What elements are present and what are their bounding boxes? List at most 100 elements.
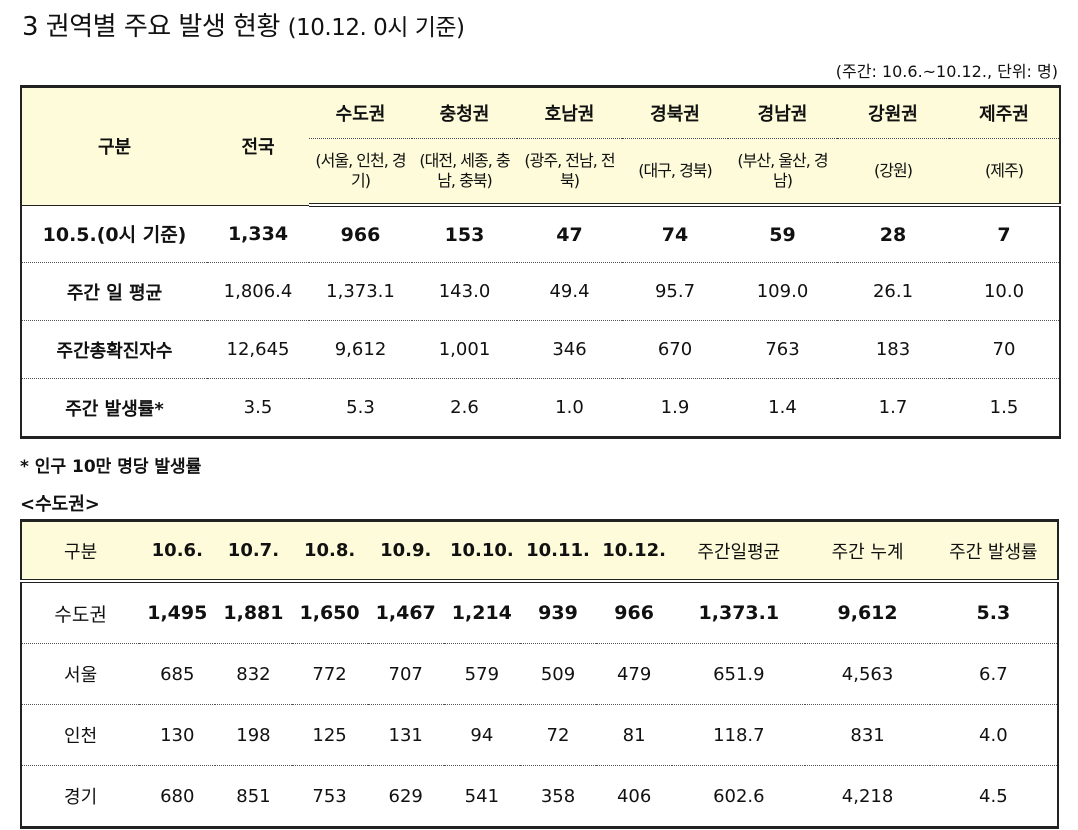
table-cell: 1,881 <box>223 602 284 624</box>
capital-header-row: 구분 10.6. 10.7. 10.8. 10.9. 10.10. 10.11.… <box>21 520 1058 583</box>
table-cell: 406 <box>596 765 673 828</box>
table-cell: 118.7 <box>672 704 806 766</box>
unit-note: (주간: 10.6.~10.12., 단위: 명) <box>835 62 1058 81</box>
table-cell: 685 <box>139 643 216 705</box>
region-header: 호남권 <box>517 86 622 139</box>
region-subheader: (강원) <box>837 138 949 207</box>
page-title: 3 권역별 주요 발생 현황 (10.12. 0시 기준) <box>22 6 465 43</box>
table-row: 10.5.(0시 기준) 1,334 966 153 47 74 59 28 7 <box>21 204 1060 263</box>
region-header: 제주권 <box>949 86 1060 139</box>
table-row: 서울 685 832 772 707 579 509 479 651.9 4,5… <box>21 643 1058 705</box>
table-cell: 753 <box>291 765 368 828</box>
table-cell: 81 <box>596 704 673 766</box>
column-header: 주간 누계 <box>805 520 930 583</box>
table-cell: 1.7 <box>837 378 949 438</box>
table-cell: 966 <box>309 204 412 263</box>
table-cell: 1,650 <box>299 602 360 624</box>
table-cell: 6.7 <box>929 643 1058 705</box>
table-cell: 509 <box>519 643 597 705</box>
region-subheader: (서울, 인천, 경기) <box>309 138 412 207</box>
table-cell: 4.5 <box>929 765 1058 828</box>
table-row: 주간 일 평균 1,806.4 1,373.1 143.0 49.4 95.7 … <box>21 262 1060 321</box>
table-cell: 851 <box>215 765 292 828</box>
table-cell: 3.5 <box>207 378 309 438</box>
table-cell: 629 <box>367 765 444 828</box>
title-text: 3 권역별 주요 발생 현황 <box>22 12 280 42</box>
table-cell: 1,334 <box>207 204 309 263</box>
regional-subheader-row: (서울, 인천, 경기) (대전, 세종, 충남, 충북) (광주, 전남, 전… <box>21 138 1060 207</box>
table-cell: 59 <box>728 204 837 263</box>
table-cell: 28 <box>837 204 949 263</box>
table-cell: 4,218 <box>805 765 930 828</box>
table-cell: 4.0 <box>929 704 1058 766</box>
total-header: 전국 <box>207 86 309 205</box>
table-cell: 832 <box>215 643 292 705</box>
region-subheader: (광주, 전남, 전북) <box>517 138 622 207</box>
table-cell: 9,612 <box>837 602 898 624</box>
table-cell: 153 <box>412 204 517 263</box>
table-cell: 125 <box>291 704 368 766</box>
table-row: 주간 발생률* 3.5 5.3 2.6 1.0 1.9 1.4 1.7 1.5 <box>21 378 1060 438</box>
table-cell: 5.3 <box>976 602 1011 624</box>
region-header: 경북권 <box>622 86 728 139</box>
table-cell: 131 <box>367 704 444 766</box>
footnote: * 인구 10만 명당 발생률 <box>20 457 202 477</box>
table-cell: 47 <box>517 204 622 263</box>
region-subheader: (대전, 세종, 충남, 충북) <box>412 138 517 207</box>
table-cell: 1.5 <box>949 378 1060 438</box>
table-cell: 143.0 <box>412 262 517 321</box>
table-cell: 49.4 <box>517 262 622 321</box>
table-cell: 95.7 <box>622 262 728 321</box>
table-cell: 651.9 <box>672 643 806 705</box>
row-label: 서울 <box>21 643 140 705</box>
table-cell: 670 <box>622 320 728 379</box>
region-header: 수도권 <box>309 86 412 139</box>
column-header: 구분 <box>21 520 140 583</box>
table-cell: 1,495 <box>147 602 208 624</box>
table-cell: 680 <box>139 765 216 828</box>
region-header: 경남권 <box>728 86 837 139</box>
table-cell: 1,214 <box>451 602 512 624</box>
table-cell: 1,373.1 <box>309 262 412 321</box>
column-header: 10.12. <box>596 520 673 583</box>
region-subheader: (제주) <box>949 138 1060 207</box>
regional-table: 구분 전국 수도권 충청권 호남권 경북권 경남권 강원권 제주권 (서울, 인… <box>20 85 1061 439</box>
table-cell: 939 <box>538 602 578 624</box>
region-subheader: (부산, 울산, 경남) <box>728 138 837 207</box>
title-date: (10.12. 0시 기준) <box>287 15 465 41</box>
row-label: 경기 <box>21 765 140 828</box>
table-cell: 109.0 <box>728 262 837 321</box>
table-cell: 358 <box>519 765 597 828</box>
region-header: 강원권 <box>837 86 949 139</box>
table-cell: 10.0 <box>949 262 1060 321</box>
regional-header-row: 구분 전국 수도권 충청권 호남권 경북권 경남권 강원권 제주권 <box>21 86 1060 205</box>
table-cell: 7 <box>949 204 1060 263</box>
table-cell: 1,806.4 <box>207 262 309 321</box>
table-cell: 346 <box>517 320 622 379</box>
table-cell: 541 <box>443 765 520 828</box>
row-label: 10.5.(0시 기준) <box>21 204 207 263</box>
row-label: 인천 <box>21 704 140 766</box>
capital-table: 구분 10.6. 10.7. 10.8. 10.9. 10.10. 10.11.… <box>20 519 1059 829</box>
table-cell: 12,645 <box>207 320 309 379</box>
column-header: 10.8. <box>291 520 368 583</box>
section-title: <수도권> <box>20 494 100 515</box>
table-cell: 9,612 <box>309 320 412 379</box>
table-cell: 1,467 <box>375 602 436 624</box>
table-cell: 183 <box>837 320 949 379</box>
table-cell: 5.3 <box>309 378 412 438</box>
column-header: 주간일평균 <box>672 520 806 583</box>
table-cell: 707 <box>367 643 444 705</box>
table-cell: 966 <box>614 602 654 624</box>
table-row: 수도권 1,495 1,881 1,650 1,467 1,214 939 96… <box>21 581 1058 644</box>
region-subheader: (대구, 경북) <box>622 138 728 207</box>
table-cell: 4,563 <box>805 643 930 705</box>
table-row: 주간총확진자수 12,645 9,612 1,001 346 670 763 1… <box>21 320 1060 379</box>
column-header: 10.11. <box>519 520 597 583</box>
table-cell: 74 <box>622 204 728 263</box>
column-header: 10.6. <box>139 520 216 583</box>
table-cell: 602.6 <box>672 765 806 828</box>
table-row: 인천 130 198 125 131 94 72 81 118.7 831 4.… <box>21 704 1058 766</box>
table-cell: 763 <box>728 320 837 379</box>
row-label: 주간총확진자수 <box>21 320 207 379</box>
